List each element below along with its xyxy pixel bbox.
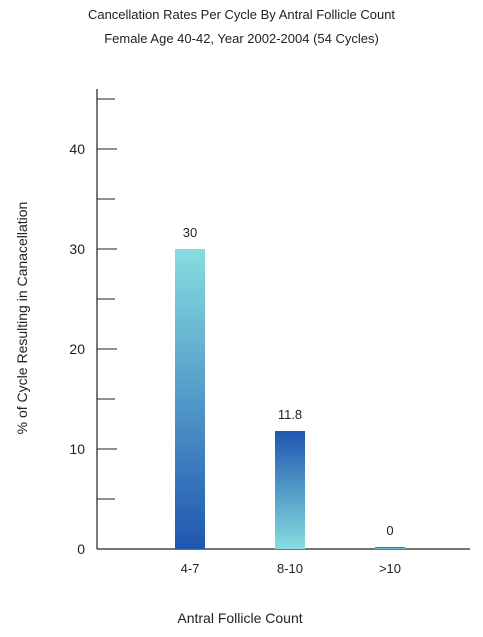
y-tick-label: 40 bbox=[69, 141, 85, 157]
x-tick-label: 8-10 bbox=[277, 561, 303, 576]
data-label: 30 bbox=[183, 225, 197, 240]
y-tick-label: 10 bbox=[69, 441, 85, 457]
data-label: 11.8 bbox=[278, 407, 302, 422]
x-tick-label: 4-7 bbox=[181, 561, 200, 576]
chart-title: Cancellation Rates Per Cycle By Antral F… bbox=[87, 7, 396, 22]
labels: 30 4-7 11.8 8-10 0 >10 bbox=[181, 225, 401, 576]
bar-3 bbox=[375, 547, 405, 549]
y-tick-label: 30 bbox=[69, 241, 85, 257]
x-axis-title: Antral Follicle Count bbox=[177, 610, 302, 626]
axes: 0 10 20 30 40 bbox=[69, 89, 470, 557]
bar-1 bbox=[175, 249, 205, 549]
y-axis-title: % of Cycle Resulting in Canacellation bbox=[14, 202, 30, 435]
bars bbox=[175, 249, 405, 549]
bar-2 bbox=[275, 431, 305, 549]
y-tick-label: 0 bbox=[77, 541, 85, 557]
x-tick-label: >10 bbox=[379, 561, 401, 576]
y-tick-label: 20 bbox=[69, 341, 85, 357]
chart-subtitle: Female Age 40-42, Year 2002-2004 (54 Cyc… bbox=[104, 31, 379, 46]
data-label: 0 bbox=[386, 523, 393, 538]
